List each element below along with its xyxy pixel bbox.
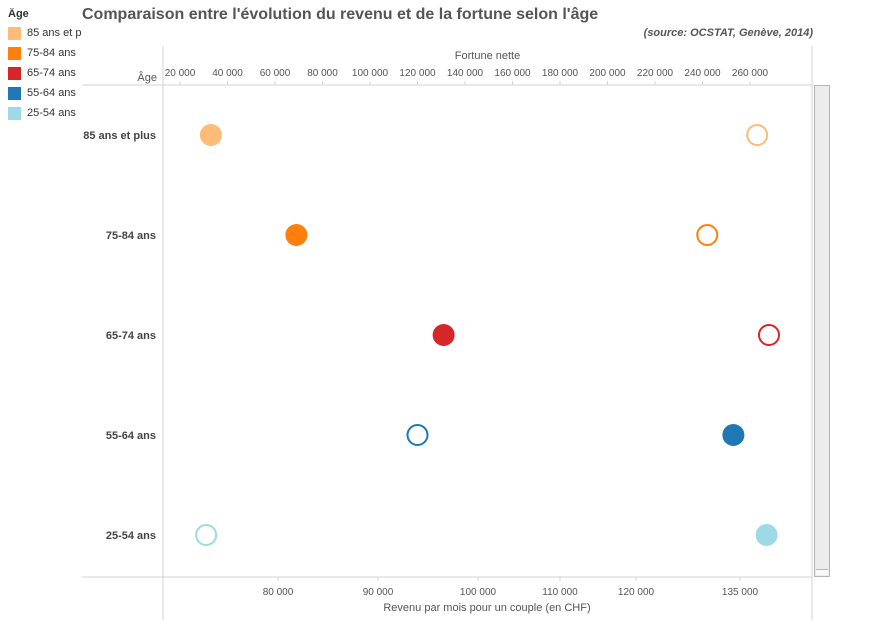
top-tick-label: 160 000: [494, 68, 531, 79]
top-tick-label: 120 000: [399, 68, 436, 79]
top-tick-label: 140 000: [447, 68, 484, 79]
vertical-scrollbar[interactable]: [814, 85, 830, 577]
hollow-point: [195, 524, 218, 546]
legend-label: 25-54 ans: [27, 107, 76, 119]
legend-label: 65-74 ans: [27, 67, 76, 79]
legend-label: 85 ans et p: [27, 27, 82, 39]
legend-item[interactable]: 25-54 ans: [8, 103, 82, 123]
bottom-axis-label: Revenu par mois pour un couple (en CHF): [383, 602, 590, 614]
scrollbar-thumb[interactable]: [816, 569, 828, 575]
top-axis: Fortune nette 20 000 40 000 60 000 80 000 100…: [165, 50, 769, 85]
legend-swatch: [8, 26, 21, 40]
legend-item[interactable]: 85 ans et p: [8, 23, 82, 43]
filled-point: [199, 124, 222, 146]
legend-label: 75-84 ans: [27, 47, 76, 59]
hollow-point: [758, 324, 780, 346]
legend-title: Âge: [8, 8, 29, 20]
source-note: (source: OCSTAT, Genève, 2014): [643, 27, 813, 39]
top-tick-label: 240 000: [684, 68, 721, 79]
top-tick-label: 260 000: [732, 68, 769, 79]
bottom-tick-label: 90 000: [363, 587, 394, 598]
top-tick-label: 40 000: [212, 68, 243, 79]
bottom-tick-label: 100 000: [460, 587, 497, 598]
filled-point: [722, 424, 745, 446]
top-axis-label: Fortune nette: [455, 50, 520, 62]
row-label: 75-84 ans: [106, 230, 156, 242]
legend: Âge 85 ans et p 75-84 ans 65-74 ans 55-6…: [8, 8, 82, 123]
top-tick-label: 20 000: [165, 68, 196, 79]
bottom-tick-label: 110 000: [542, 587, 578, 598]
filled-point: [432, 324, 455, 346]
top-tick-label: 220 000: [637, 68, 674, 79]
bottom-axis: 80 000 90 000 100 000 110 000 120 000 135 000…: [263, 577, 759, 614]
legend-item[interactable]: 75-84 ans: [8, 43, 82, 63]
hollow-point: [696, 224, 719, 246]
legend-swatch: [8, 106, 21, 120]
top-tick-label: 100 000: [352, 68, 389, 79]
top-tick-label: 180 000: [542, 68, 579, 79]
bottom-tick-label: 80 000: [263, 587, 294, 598]
legend-swatch: [8, 46, 21, 60]
legend-item[interactable]: 65-74 ans: [8, 63, 82, 83]
top-tick-label: 60 000: [260, 68, 291, 79]
filled-point: [285, 224, 308, 246]
chart-frame: [82, 46, 813, 620]
hollow-point: [406, 424, 429, 446]
row-labels: Âge 85 ans et plus 75-84 ans 65-74 ans 55-64…: [83, 71, 157, 542]
filled-point: [755, 524, 778, 546]
legend-swatch: [8, 86, 21, 100]
bottom-tick-label: 135 000: [722, 587, 759, 598]
top-tick-label: 80 000: [307, 68, 338, 79]
legend-label: 55-64 ans: [27, 87, 76, 99]
bottom-tick-label: 120 000: [618, 587, 655, 598]
row-label: 25-54 ans: [106, 530, 156, 542]
row-label: 55-64 ans: [106, 430, 156, 442]
legend-item[interactable]: 55-64 ans: [8, 83, 82, 103]
row-label: 65-74 ans: [106, 330, 156, 342]
hollow-point: [746, 124, 769, 146]
row-label: 85 ans et plus: [83, 130, 156, 142]
data-points: [195, 124, 780, 546]
top-tick-label: 200 000: [589, 68, 626, 79]
legend-swatch: [8, 66, 21, 80]
row-header: Âge: [137, 71, 157, 84]
chart-title: Comparaison entre l'évolution du revenu …: [82, 6, 599, 23]
